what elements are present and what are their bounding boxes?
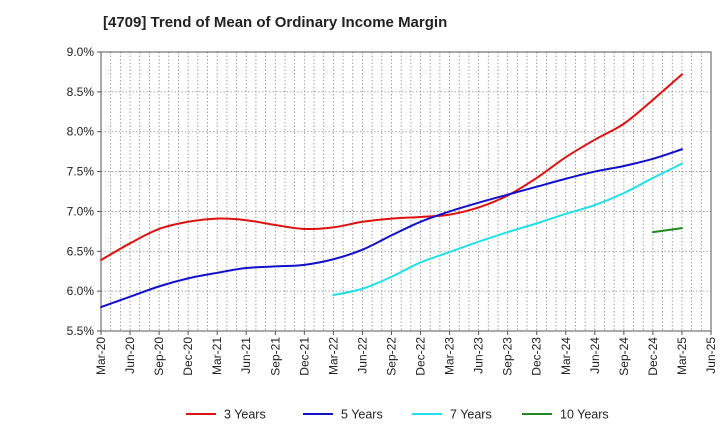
series-line-7-years (332, 162, 683, 297)
y-tick-label: 6.0% (67, 284, 95, 298)
x-tick-label: Jun-25 (704, 337, 718, 374)
legend: 3 Years 5 Years 7 Years 10 Years (186, 408, 609, 422)
plot-frame (100, 51, 712, 332)
legend-label-10-years: 10 Years (560, 408, 609, 422)
y-tick-label: 7.0% (67, 204, 95, 218)
x-tick-label: Sep-24 (617, 337, 631, 376)
x-tick-label: Jun-20 (123, 337, 137, 374)
x-tick-label: Jun-21 (239, 337, 253, 374)
y-tick-label: 9.0% (67, 45, 95, 59)
y-tick-label: 5.5% (67, 324, 95, 338)
series-line-3-years (100, 73, 683, 262)
x-tick-label: Mar-21 (210, 337, 224, 375)
x-tick-label: Mar-24 (559, 337, 573, 375)
x-tick-label: Jun-24 (588, 337, 602, 374)
x-tick-label: Sep-22 (384, 337, 398, 376)
x-tick-label: Mar-25 (675, 337, 689, 375)
x-tick-label: Sep-21 (268, 337, 282, 376)
y-tick-label: 6.5% (67, 244, 95, 258)
y-tick-label: 8.5% (67, 85, 95, 99)
x-tick-label: Mar-22 (326, 337, 340, 375)
x-tick-label: Mar-23 (443, 337, 457, 375)
x-axis-ticks: Mar-20 Jun-20 Sep-20 Dec-20 Mar-21 Jun-21 Sep-… (94, 331, 718, 376)
x-tick-label: Sep-23 (501, 337, 515, 376)
x-tick-label: Dec-20 (181, 337, 195, 376)
plot-border (100, 51, 712, 332)
series-line-5-years (100, 148, 683, 309)
y-tick-label: 8.0% (67, 125, 95, 139)
x-tick-label: Jun-22 (355, 337, 369, 374)
legend-label-3-years: 3 Years (224, 408, 266, 422)
y-tick-label: 7.5% (67, 165, 95, 179)
gridlines (101, 51, 711, 331)
legend-label-5-years: 5 Years (341, 408, 383, 422)
x-tick-label: Sep-20 (152, 337, 166, 376)
series-lines (100, 73, 683, 309)
x-tick-label: Jun-23 (472, 337, 486, 374)
series-line-10-years (651, 227, 683, 234)
chart-title: [4709] Trend of Mean of Ordinary Income … (103, 14, 448, 31)
x-tick-label: Dec-24 (646, 337, 660, 376)
x-tick-label: Dec-22 (414, 337, 428, 376)
x-tick-label: Dec-23 (530, 337, 544, 376)
x-tick-label: Dec-21 (297, 337, 311, 376)
y-axis-ticks: 5.5% 6.0% 6.5% 7.0% 7.5% 8.0% 8.5% 9.0% (67, 45, 101, 338)
legend-label-7-years: 7 Years (450, 408, 492, 422)
x-tick-label: Mar-20 (94, 337, 108, 375)
